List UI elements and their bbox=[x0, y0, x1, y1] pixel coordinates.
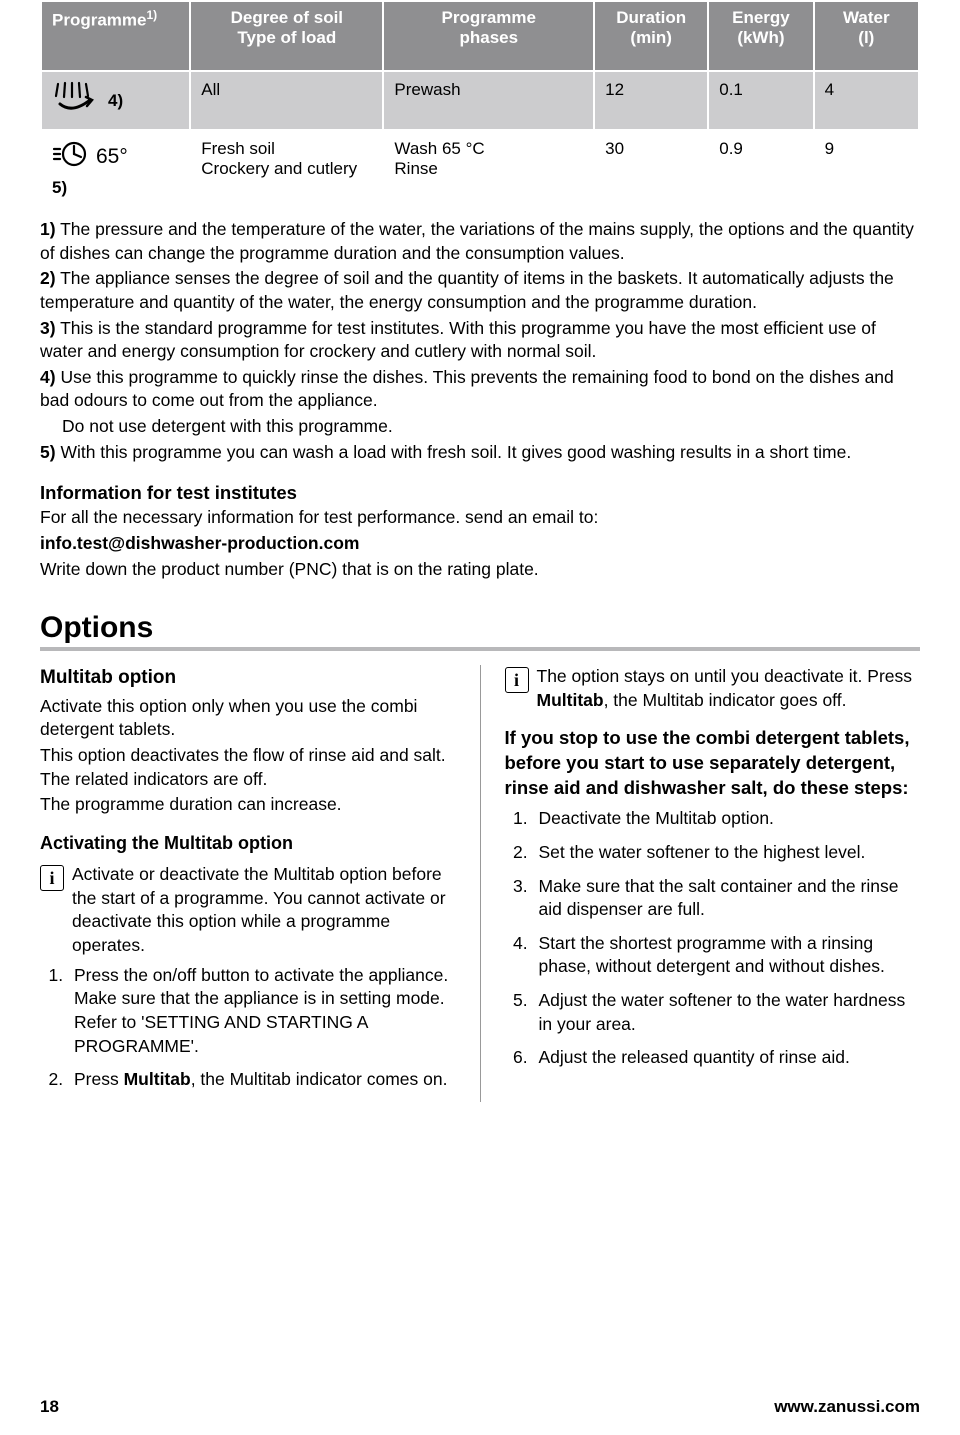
left-steps: Press the on/off button to activate the … bbox=[40, 964, 456, 1092]
right-step-5: Adjust the water softener to the water h… bbox=[533, 989, 921, 1036]
right-step-1: Deactivate the Multitab option. bbox=[533, 807, 921, 831]
right-step-3: Make sure that the salt container and th… bbox=[533, 875, 921, 922]
th-water: Water (l) bbox=[814, 1, 919, 71]
row0-water: 4 bbox=[814, 71, 919, 130]
test-info-title: Information for test institutes bbox=[40, 482, 920, 504]
th-programme: Programme1) bbox=[41, 1, 190, 71]
right-step-4: Start the shortest programme with a rins… bbox=[533, 932, 921, 979]
row0-energy: 0.1 bbox=[708, 71, 813, 130]
row0-soil: All bbox=[190, 71, 383, 130]
th-energy: Energy (kWh) bbox=[708, 1, 813, 71]
multitab-heading: Multitab option bbox=[40, 665, 456, 691]
section-rule bbox=[40, 647, 920, 651]
th-soil: Degree of soil Type of load bbox=[190, 1, 383, 71]
footer: 18 www.zanussi.com bbox=[40, 1397, 920, 1417]
prewash-icon bbox=[52, 80, 102, 121]
left-column: Multitab option Activate this option onl… bbox=[40, 665, 480, 1102]
programme-table: Programme1) Degree of soil Type of load … bbox=[40, 0, 920, 208]
activating-heading: Activating the Multitab option bbox=[40, 831, 456, 855]
left-p1: Activate this option only when you use t… bbox=[40, 695, 456, 742]
row1-super: 5) bbox=[52, 178, 179, 198]
row1-energy: 0.9 bbox=[708, 130, 813, 207]
left-info-text: Activate or deactivate the Multitab opti… bbox=[72, 863, 456, 958]
row1-soil: Fresh soil Crockery and cutlery bbox=[190, 130, 383, 207]
test-info-email: info.test@dishwasher-production.com bbox=[40, 532, 920, 556]
page-number: 18 bbox=[40, 1397, 59, 1417]
row1-phases: Wash 65 °C Rinse bbox=[383, 130, 594, 207]
right-steps: Deactivate the Multitab option. Set the … bbox=[505, 807, 921, 1070]
right-info-text: The option stays on until you deactivate… bbox=[537, 665, 921, 712]
row0-duration: 12 bbox=[594, 71, 708, 130]
test-info-line2: Write down the product number (PNC) that… bbox=[40, 558, 920, 582]
row0-super: 4) bbox=[108, 91, 123, 111]
test-info-line1: For all the necessary information for te… bbox=[40, 506, 920, 530]
quick-wash-icon bbox=[52, 139, 90, 174]
right-step-2: Set the water softener to the highest le… bbox=[533, 841, 921, 865]
row1-duration: 30 bbox=[594, 130, 708, 207]
right-step-6: Adjust the released quantity of rinse ai… bbox=[533, 1046, 921, 1070]
info-icon: i bbox=[40, 865, 64, 891]
footnotes: 1) The pressure and the temperature of t… bbox=[40, 218, 920, 464]
left-step-2: Press Multitab, the Multitab indicator c… bbox=[68, 1068, 456, 1092]
left-p3: The programme duration can increase. bbox=[40, 793, 456, 817]
row1-water: 9 bbox=[814, 130, 919, 207]
row0-phases: Prewash bbox=[383, 71, 594, 130]
left-step-1: Press the on/off button to activate the … bbox=[68, 964, 456, 1059]
right-subheading: If you stop to use the combi detergent t… bbox=[505, 726, 921, 801]
right-column: i The option stays on until you deactiva… bbox=[481, 665, 921, 1102]
th-duration: Duration (min) bbox=[594, 1, 708, 71]
th-phases: Programme phases bbox=[383, 1, 594, 71]
table-row: 4) All Prewash 12 0.1 4 bbox=[41, 71, 919, 130]
table-row: 65° 5) Fresh soil Crockery and cutlery W… bbox=[41, 130, 919, 207]
row1-label: 65° bbox=[96, 145, 128, 169]
left-p2: This option deactivates the flow of rins… bbox=[40, 744, 456, 791]
options-heading: Options bbox=[40, 611, 920, 645]
info-icon: i bbox=[505, 667, 529, 693]
footer-url: www.zanussi.com bbox=[774, 1397, 920, 1417]
